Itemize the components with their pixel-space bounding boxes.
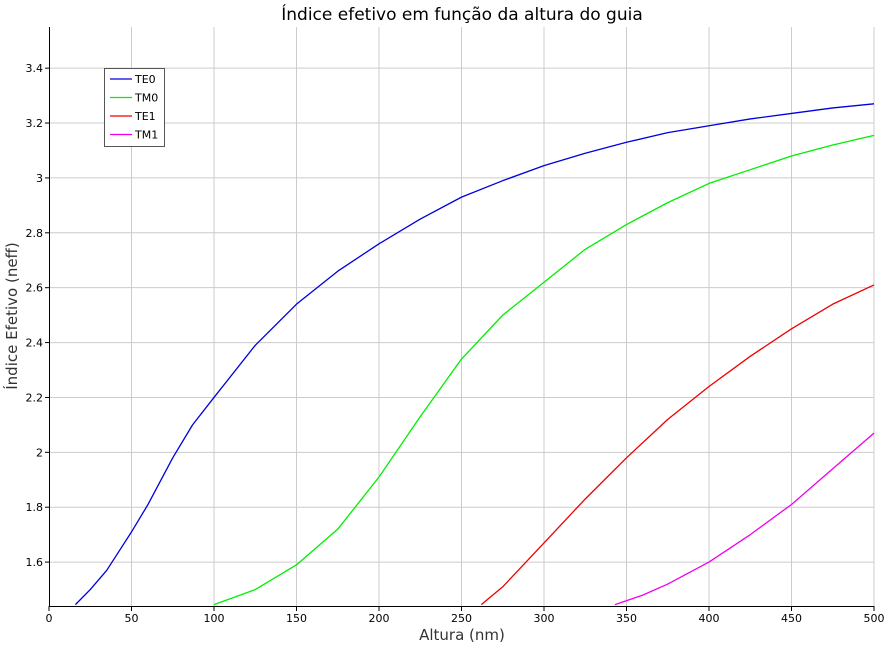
ticks: 0 50 100 150 200 250 300 350 400 450 500 1.6 1.8 2 2.2… (26, 62, 885, 625)
legend-label-tm1: TM1 (134, 129, 158, 142)
legend-label-te0: TE0 (134, 73, 156, 86)
x-tick-label: 0 (46, 612, 53, 625)
x-tick-label: 300 (534, 612, 555, 625)
grid (49, 27, 875, 606)
legend-box (104, 68, 165, 147)
x-tick-label: 50 (125, 612, 139, 625)
x-tick-label: 100 (204, 612, 225, 625)
x-tick-label: 200 (369, 612, 390, 625)
chart-title: Índice efetivo em função da altura do gu… (281, 3, 643, 25)
y-tick-label: 1.8 (26, 501, 44, 514)
y-tick-label: 2 (36, 446, 43, 459)
x-tick-label: 350 (616, 612, 637, 625)
legend-label-te1: TE1 (134, 110, 156, 123)
y-tick-label: 2.8 (26, 227, 44, 240)
legend-label-tm0: TM0 (134, 92, 158, 105)
x-tick-label: 150 (286, 612, 307, 625)
y-tick-label: 3 (36, 172, 43, 185)
series-line-te1 (480, 284, 875, 606)
x-tick-label: 500 (864, 612, 885, 625)
x-tick-label: 450 (781, 612, 802, 625)
y-tick-label: 3.4 (26, 62, 44, 75)
y-tick-label: 1.6 (26, 556, 44, 569)
series-line-te0 (74, 103, 875, 606)
y-tick-label: 2.2 (26, 391, 44, 404)
y-tick-label: 2.4 (26, 337, 44, 350)
y-tick-label: 3.2 (26, 117, 44, 130)
legend: TE0 TM0 TE1 TM1 (104, 68, 165, 147)
y-axis-label: Índice Efetivo (neff) (2, 242, 21, 390)
x-tick-label: 400 (699, 612, 720, 625)
x-tick-label: 250 (451, 612, 472, 625)
series-line-tm1 (614, 432, 875, 606)
y-tick-label: 2.6 (26, 282, 44, 295)
series-line-tm0 (213, 134, 875, 606)
x-axis-label: Altura (nm) (419, 626, 505, 644)
series-layer (74, 103, 875, 606)
